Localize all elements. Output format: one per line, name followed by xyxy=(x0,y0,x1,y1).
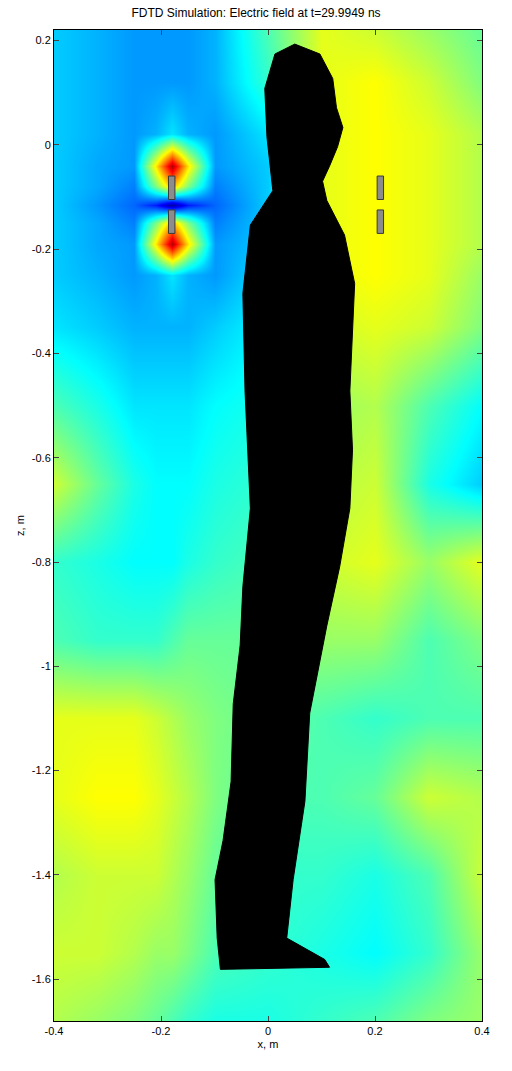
svg-text:-0.8: -0.8 xyxy=(32,556,51,568)
svg-text:-0.4: -0.4 xyxy=(32,347,51,359)
svg-text:-0.2: -0.2 xyxy=(32,243,51,255)
svg-text:-0.6: -0.6 xyxy=(32,452,51,464)
svg-text:-1.2: -1.2 xyxy=(32,764,51,776)
svg-text:-1: -1 xyxy=(41,660,51,672)
svg-text:x, m: x, m xyxy=(258,1038,279,1050)
svg-text:-1.6: -1.6 xyxy=(32,973,51,985)
svg-text:-0.2: -0.2 xyxy=(152,1025,171,1037)
svg-text:-1.4: -1.4 xyxy=(32,869,51,881)
svg-text:0.4: 0.4 xyxy=(474,1025,489,1037)
svg-text:0.2: 0.2 xyxy=(36,34,51,46)
svg-text:FDTD Simulation: Electric fiel: FDTD Simulation: Electric field at t=29.… xyxy=(131,6,380,20)
svg-text:0: 0 xyxy=(265,1025,271,1037)
svg-text:-0.4: -0.4 xyxy=(45,1025,64,1037)
svg-text:0.2: 0.2 xyxy=(367,1025,382,1037)
svg-text:z, m: z, m xyxy=(14,515,26,536)
svg-text:0: 0 xyxy=(45,139,51,151)
